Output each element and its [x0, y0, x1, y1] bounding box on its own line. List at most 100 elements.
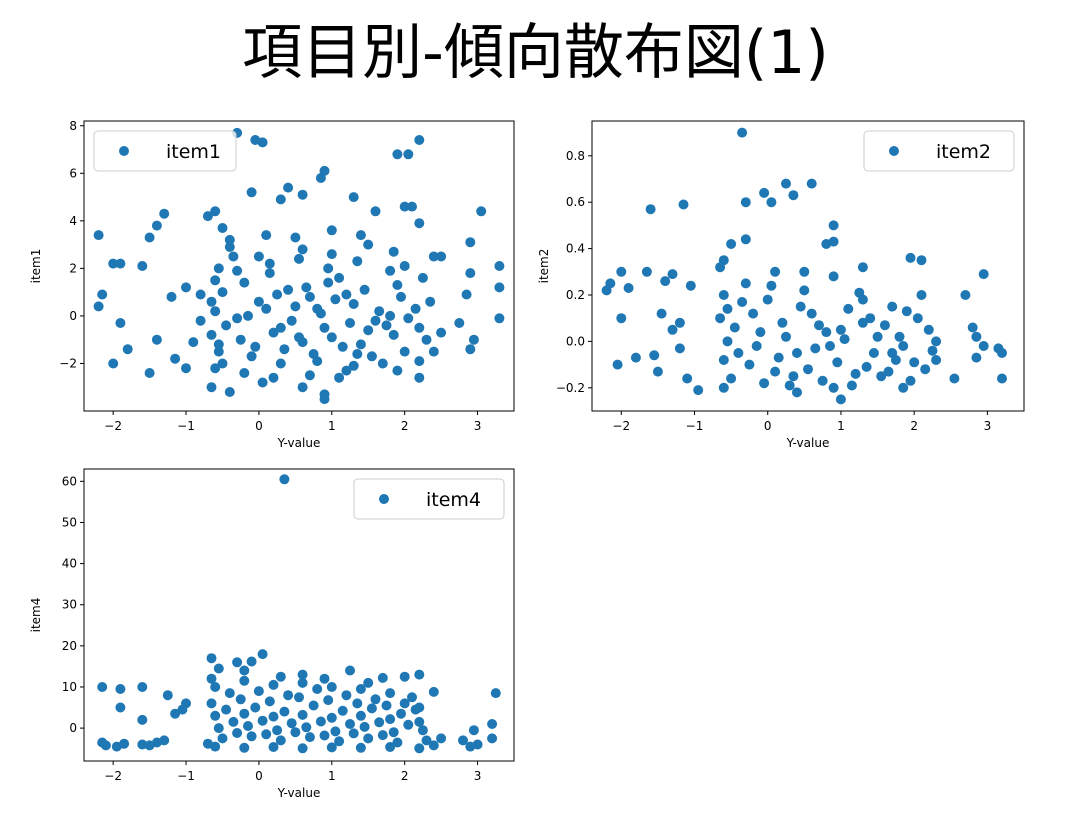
data-point — [363, 733, 374, 744]
data-point — [630, 352, 641, 363]
x-tick-label: 2 — [910, 419, 918, 433]
data-point — [726, 239, 737, 249]
data-point — [345, 318, 355, 328]
data-point — [301, 722, 312, 733]
y-tick-label: 10 — [62, 680, 77, 694]
data-point — [257, 649, 268, 660]
data-point — [159, 208, 170, 219]
data-point — [326, 712, 337, 723]
x-tick-label: 2 — [401, 769, 409, 783]
data-point — [352, 698, 363, 709]
data-point — [275, 671, 286, 682]
data-point — [137, 682, 148, 692]
data-point — [370, 694, 381, 705]
y-tick-label: 20 — [62, 639, 77, 653]
data-point — [206, 653, 217, 664]
data-point — [224, 242, 235, 252]
legend-marker — [119, 146, 129, 156]
data-point — [93, 230, 104, 241]
x-tick-label: 0 — [255, 419, 263, 433]
data-point — [645, 204, 656, 215]
y-tick-label: 0.0 — [566, 334, 585, 348]
data-point — [766, 280, 777, 291]
data-point — [468, 334, 479, 345]
data-point — [385, 714, 396, 725]
y-tick-label: 0 — [69, 309, 77, 323]
data-point — [388, 246, 399, 257]
data-point — [828, 382, 839, 393]
data-point — [403, 149, 414, 160]
data-point — [616, 313, 627, 324]
y-tick-label: 0.4 — [566, 242, 585, 256]
data-point — [414, 716, 425, 727]
data-point — [374, 717, 385, 728]
data-point — [872, 331, 883, 342]
data-point — [901, 306, 912, 317]
data-point — [363, 239, 374, 250]
data-point — [370, 206, 381, 217]
data-point — [359, 284, 370, 295]
data-point — [366, 703, 377, 714]
data-point — [385, 742, 396, 752]
data-point — [883, 366, 894, 377]
data-point — [377, 672, 388, 683]
data-point — [243, 310, 253, 321]
data-point — [341, 365, 352, 376]
data-point — [319, 394, 330, 405]
data-point — [931, 355, 942, 365]
data-point — [388, 727, 399, 738]
data-point — [660, 276, 671, 287]
data-point — [652, 366, 663, 377]
data-point — [436, 251, 447, 262]
data-point — [916, 255, 927, 266]
data-point — [759, 378, 770, 389]
data-point — [414, 322, 425, 333]
data-point — [476, 206, 487, 217]
data-point — [326, 225, 337, 236]
data-point — [715, 313, 726, 324]
data-point — [323, 263, 334, 274]
y-tick-label: 0.8 — [566, 149, 585, 163]
data-point — [312, 684, 323, 694]
data-point — [777, 317, 788, 328]
x-tick-label: −1 — [686, 419, 704, 433]
data-point — [685, 280, 696, 291]
data-point — [355, 230, 366, 241]
data-point — [737, 297, 748, 307]
legend-label: item2 — [936, 141, 991, 163]
data-point — [348, 728, 359, 739]
data-point — [857, 317, 868, 328]
x-tick-label: 1 — [837, 419, 845, 433]
data-point — [458, 735, 468, 746]
data-point — [722, 336, 733, 347]
data-point — [854, 287, 865, 298]
data-point — [137, 739, 148, 750]
data-point — [268, 742, 279, 752]
data-point — [399, 346, 410, 357]
data-point — [232, 728, 243, 738]
data-point — [835, 324, 846, 335]
data-point — [425, 296, 436, 307]
data-point — [304, 370, 315, 381]
data-point — [348, 299, 359, 309]
data-point — [810, 343, 821, 354]
data-point — [294, 253, 304, 264]
data-point — [177, 704, 188, 715]
data-point — [799, 285, 810, 296]
data-point — [465, 741, 476, 752]
data-point — [733, 348, 744, 358]
data-point — [722, 303, 733, 314]
data-point — [381, 700, 392, 711]
data-point — [612, 359, 623, 370]
x-tick-label: −2 — [104, 419, 122, 433]
data-point — [297, 189, 308, 200]
data-point — [232, 657, 243, 668]
data-point — [392, 280, 403, 290]
data-point — [297, 677, 308, 688]
data-point — [392, 737, 403, 748]
legend: item1 — [93, 130, 237, 172]
data-point — [330, 294, 341, 305]
data-point — [159, 735, 170, 746]
data-point — [487, 733, 498, 744]
